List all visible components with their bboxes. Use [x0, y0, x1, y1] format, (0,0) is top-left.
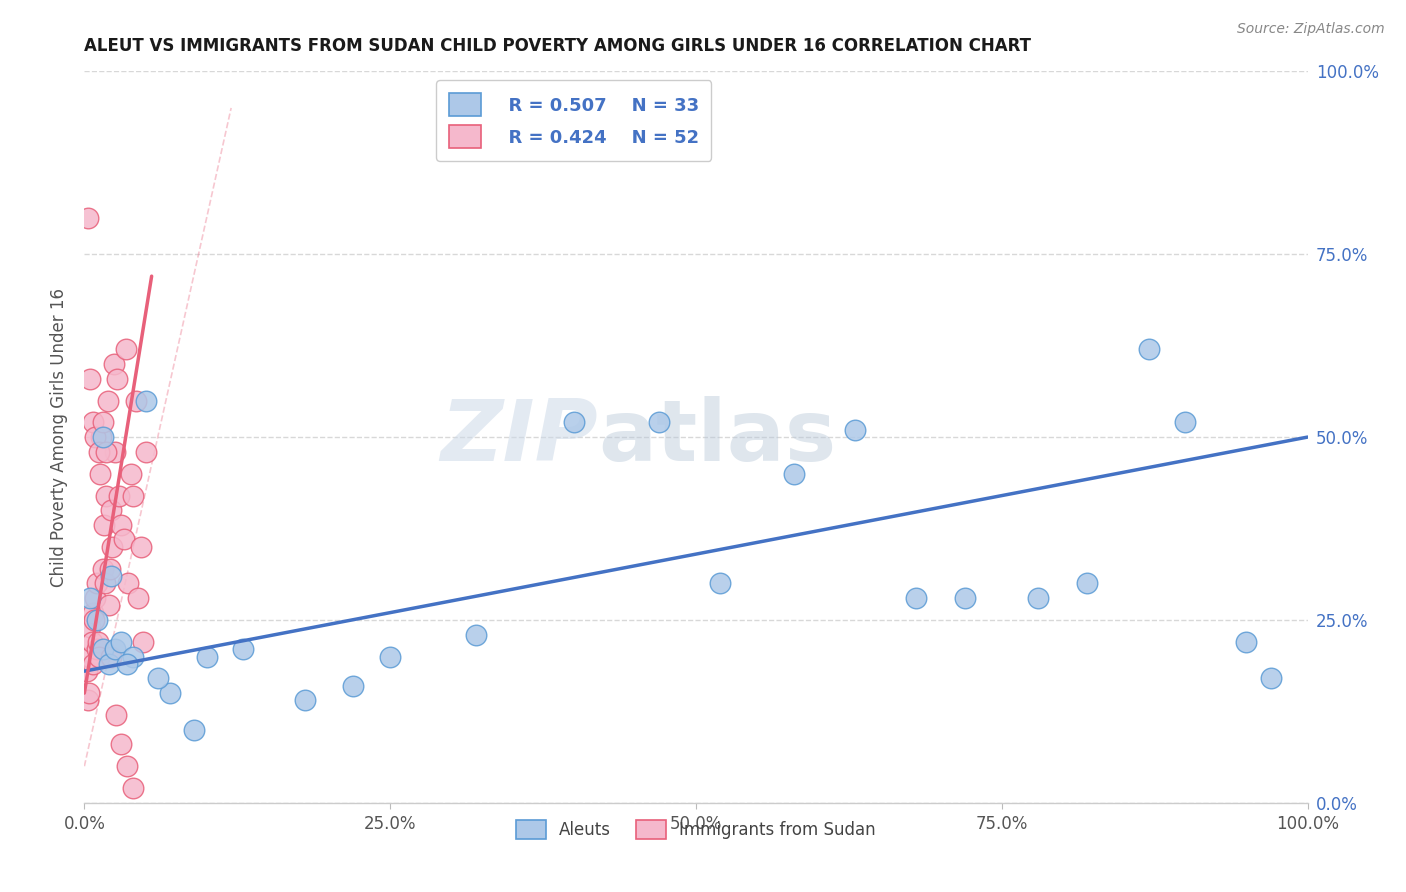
Point	[89, 467, 111, 481]
Text: ALEUT VS IMMIGRANTS FROM SUDAN CHILD POVERTY AMONG GIRLS UNDER 16 CORRELATION CH: ALEUT VS IMMIGRANTS FROM SUDAN CHILD POV…	[84, 37, 1032, 54]
Point	[294, 693, 316, 707]
Point	[122, 489, 145, 503]
Point	[84, 591, 107, 605]
Point	[1028, 591, 1050, 605]
Point	[82, 606, 104, 620]
Point	[97, 599, 120, 613]
Legend: Aleuts, Immigrants from Sudan: Aleuts, Immigrants from Sudan	[509, 814, 883, 846]
Point	[100, 569, 122, 583]
Point	[107, 489, 129, 503]
Point	[86, 576, 108, 591]
Point	[132, 635, 155, 649]
Point	[91, 416, 114, 430]
Text: ZIP: ZIP	[440, 395, 598, 479]
Point	[77, 211, 100, 225]
Point	[1174, 416, 1197, 430]
Point	[97, 393, 120, 408]
Point	[87, 635, 110, 649]
Point	[122, 649, 145, 664]
Point	[110, 737, 132, 751]
Point	[844, 423, 866, 437]
Point	[80, 635, 103, 649]
Point	[98, 562, 121, 576]
Point	[1076, 576, 1098, 591]
Point	[117, 576, 139, 591]
Point	[159, 686, 181, 700]
Point	[464, 627, 486, 641]
Point	[93, 517, 115, 532]
Point	[783, 467, 806, 481]
Point	[77, 686, 100, 700]
Point	[96, 489, 118, 503]
Point	[100, 649, 122, 664]
Point	[112, 533, 135, 547]
Point	[101, 540, 124, 554]
Point	[380, 649, 402, 664]
Point	[146, 672, 169, 686]
Point	[82, 416, 104, 430]
Point	[110, 517, 132, 532]
Point	[97, 657, 120, 671]
Point	[135, 444, 157, 458]
Point	[86, 642, 108, 657]
Point	[1260, 672, 1282, 686]
Point	[122, 781, 145, 796]
Point	[232, 642, 254, 657]
Point	[79, 620, 101, 634]
Text: Source: ZipAtlas.com: Source: ZipAtlas.com	[1237, 22, 1385, 37]
Point	[84, 430, 107, 444]
Point	[135, 393, 157, 408]
Point	[115, 343, 138, 357]
Point	[953, 591, 976, 605]
Point	[195, 649, 218, 664]
Point	[91, 430, 114, 444]
Y-axis label: Child Poverty Among Girls Under 16: Child Poverty Among Girls Under 16	[51, 287, 69, 587]
Point	[94, 576, 117, 591]
Point	[82, 657, 104, 671]
Point	[115, 759, 138, 773]
Point	[905, 591, 928, 605]
Point	[115, 657, 138, 671]
Point	[104, 444, 127, 458]
Point	[104, 642, 127, 657]
Point	[110, 635, 132, 649]
Point	[120, 467, 142, 481]
Point	[709, 576, 731, 591]
Point	[562, 416, 585, 430]
Point	[90, 430, 112, 444]
Point	[76, 664, 98, 678]
Point	[105, 371, 128, 385]
Point	[125, 393, 148, 408]
Point	[129, 540, 152, 554]
Point	[79, 371, 101, 385]
Point	[83, 613, 105, 627]
Point	[79, 591, 101, 605]
Point	[87, 444, 110, 458]
Point	[648, 416, 671, 430]
Point	[342, 679, 364, 693]
Point	[1236, 635, 1258, 649]
Point	[91, 642, 114, 657]
Point	[103, 357, 125, 371]
Point	[91, 562, 114, 576]
Point	[79, 649, 101, 664]
Point	[87, 649, 110, 664]
Point	[77, 693, 100, 707]
Point	[127, 591, 149, 605]
Point	[183, 723, 205, 737]
Point	[100, 503, 122, 517]
Text: atlas: atlas	[598, 395, 837, 479]
Point	[86, 613, 108, 627]
Point	[1137, 343, 1160, 357]
Point	[105, 708, 128, 723]
Point	[96, 444, 118, 458]
